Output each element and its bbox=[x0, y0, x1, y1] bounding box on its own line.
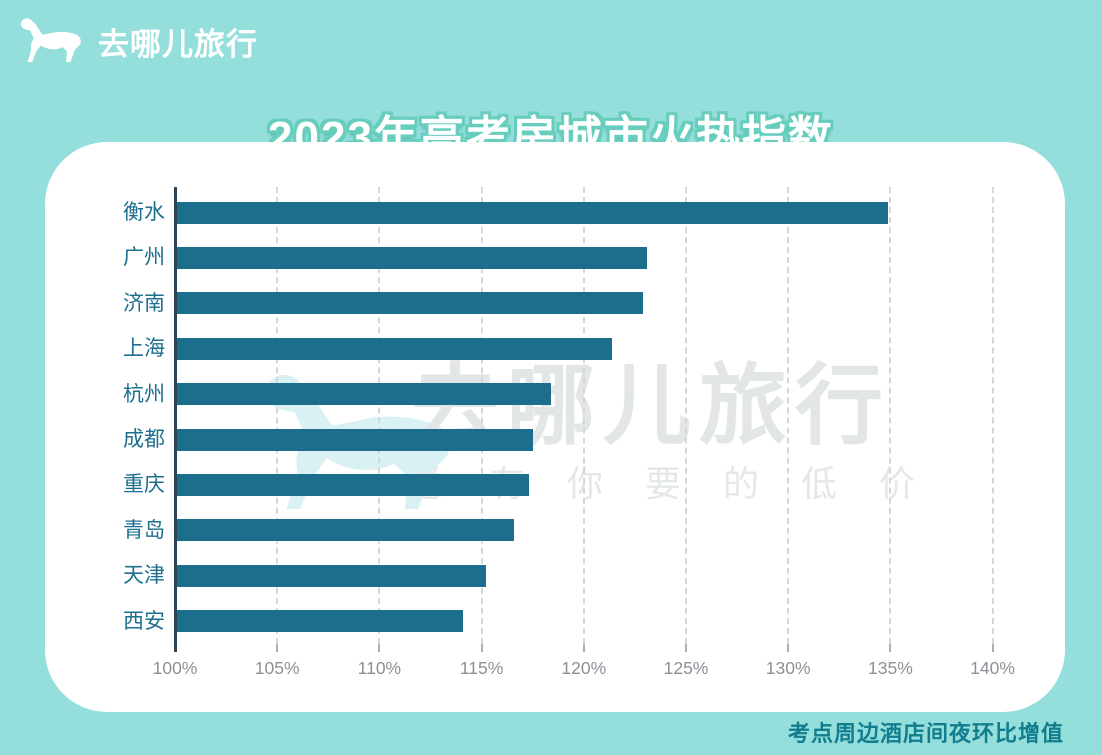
bar bbox=[177, 610, 464, 633]
x-tick-label: 130% bbox=[765, 658, 811, 678]
x-tick-label: 110% bbox=[357, 658, 402, 678]
bar-row: 济南 bbox=[45, 281, 1065, 326]
x-tick-label: 125% bbox=[663, 658, 709, 678]
y-axis-line bbox=[174, 187, 177, 652]
axis-tick bbox=[787, 644, 790, 652]
x-tick-label: 120% bbox=[561, 658, 607, 678]
bar-chart: 100% 105% 110% 115% 120% 125% 130% 135% 140% 衡水广州… bbox=[45, 142, 1065, 712]
bar-row: 广州 bbox=[45, 235, 1065, 280]
x-tick-label: 100% bbox=[152, 658, 198, 678]
bar-row: 西安 bbox=[45, 599, 1065, 644]
axis-tick bbox=[276, 644, 279, 652]
x-tick-label: 135% bbox=[868, 658, 913, 678]
city-label: 重庆 bbox=[123, 473, 165, 497]
bar-row: 衡水 bbox=[45, 190, 1065, 235]
city-label: 天津 bbox=[123, 564, 165, 588]
city-label: 上海 bbox=[123, 337, 165, 361]
city-label: 西安 bbox=[123, 609, 165, 633]
gridline bbox=[889, 187, 892, 644]
bar bbox=[177, 201, 889, 224]
bar bbox=[177, 519, 515, 542]
axis-tick bbox=[889, 644, 892, 652]
bar-row: 青岛 bbox=[45, 508, 1065, 553]
city-label: 成都 bbox=[123, 428, 165, 451]
bar-row: 杭州 bbox=[45, 372, 1065, 417]
axis-tick bbox=[480, 644, 483, 652]
gridline bbox=[685, 187, 687, 644]
gridline bbox=[276, 187, 279, 644]
bar bbox=[177, 474, 529, 497]
x-tick-label: 115% bbox=[459, 658, 504, 678]
city-label: 济南 bbox=[123, 291, 165, 315]
axis-tick bbox=[378, 644, 381, 652]
bar bbox=[177, 247, 648, 270]
bar-row: 成都 bbox=[45, 417, 1065, 462]
bar-row: 天津 bbox=[45, 553, 1065, 598]
bar bbox=[177, 383, 552, 406]
gridline bbox=[787, 187, 790, 644]
camel-logo-icon bbox=[20, 18, 81, 62]
axis-tick bbox=[685, 644, 687, 652]
axis-tick bbox=[991, 644, 994, 652]
bar-row: 上海 bbox=[45, 326, 1065, 371]
chart-caption: 考点周边酒店间夜环比增值 bbox=[787, 721, 1064, 746]
brand-logo-text: 去哪儿旅行 bbox=[98, 26, 258, 62]
x-tick-label: 140% bbox=[970, 658, 1015, 678]
gridline bbox=[480, 187, 483, 644]
bar bbox=[177, 428, 533, 451]
gridline bbox=[991, 187, 994, 644]
city-label: 广州 bbox=[123, 246, 165, 270]
x-tick-label: 105% bbox=[254, 658, 300, 678]
bar-row: 重庆 bbox=[45, 462, 1065, 507]
bar bbox=[177, 564, 486, 587]
gridline bbox=[378, 187, 381, 644]
city-label: 衡水 bbox=[123, 201, 165, 224]
gridline bbox=[582, 187, 585, 644]
axis-tick bbox=[582, 644, 585, 652]
bar bbox=[177, 337, 613, 360]
city-label: 杭州 bbox=[123, 382, 165, 406]
brand-logo: 去哪儿旅行 bbox=[18, 16, 258, 66]
watermark: 去哪儿旅行 总有你要的低价 bbox=[411, 362, 957, 502]
bar bbox=[177, 292, 644, 315]
chart-panel: 去哪儿旅行 总有你要的低价 100% 105% 110% 115% 120% 125% 13… bbox=[45, 142, 1065, 712]
city-label: 青岛 bbox=[123, 518, 165, 542]
